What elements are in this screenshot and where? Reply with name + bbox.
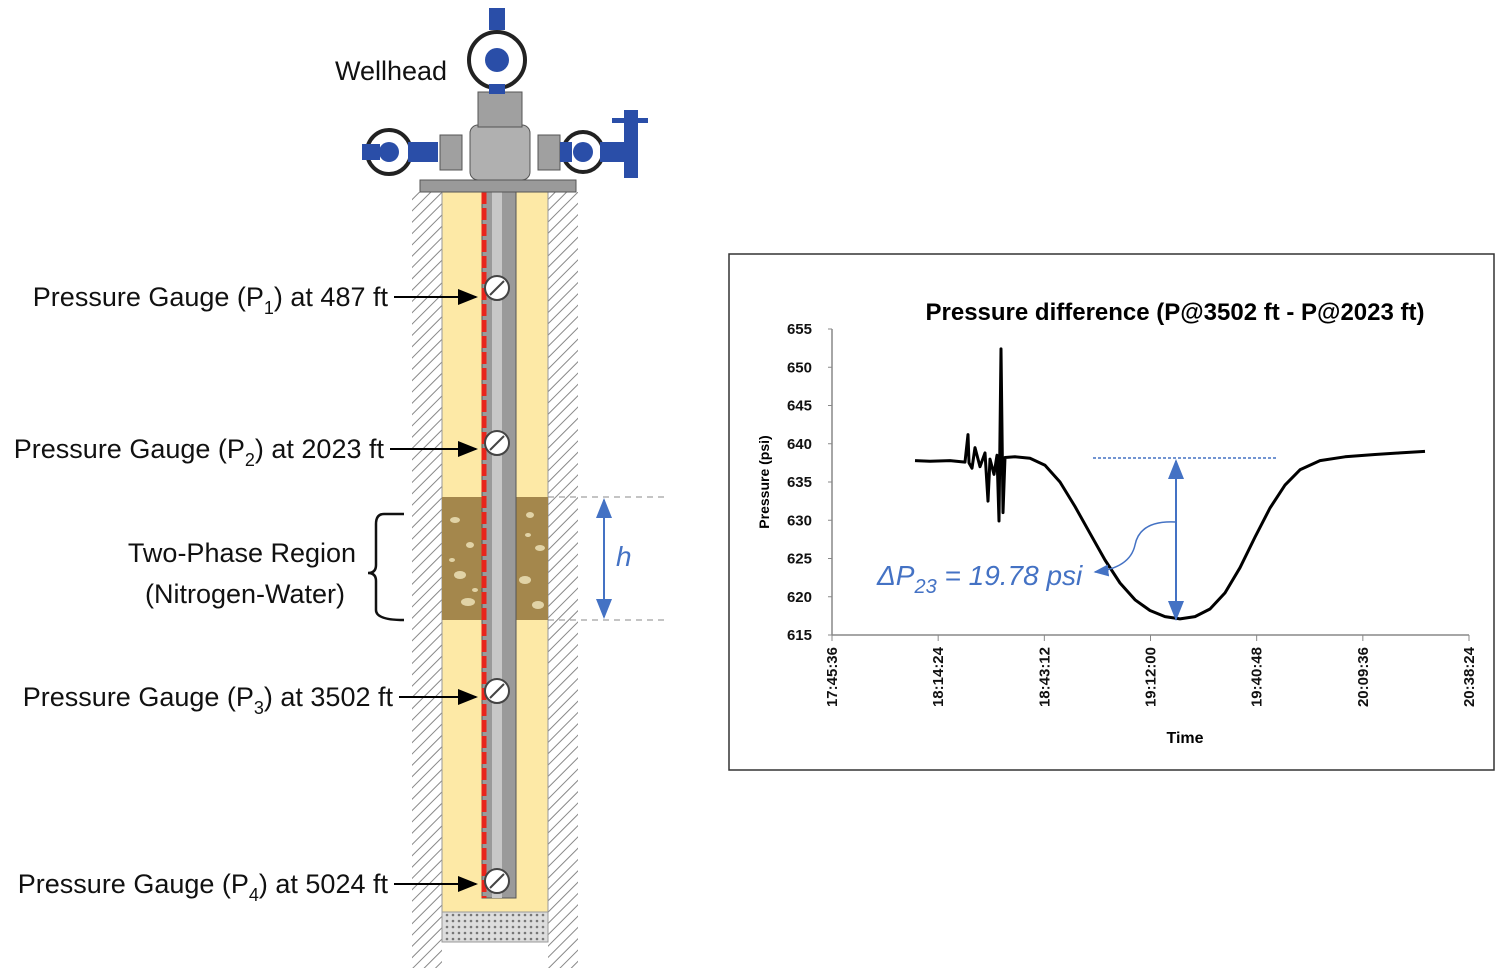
y-tick-label: 650	[787, 359, 812, 376]
gauge-label-text: ) at 3502 ft	[264, 682, 394, 712]
region-label: (Nitrogen-Water)	[145, 579, 345, 609]
gauge-label: Pressure Gauge (P4) at 5024 ft	[18, 869, 389, 905]
chart-frame	[728, 253, 1495, 771]
gauge-label-text: ) at 2023 ft	[255, 434, 385, 464]
y-tick-label: 615	[787, 627, 812, 644]
annotation-text: ΔP	[876, 560, 915, 591]
x-tick-label: 20:09:36	[1355, 647, 1372, 707]
gauge-label-subscript: 1	[264, 298, 274, 318]
y-tick-label: 620	[787, 589, 812, 606]
y-tick-label: 630	[787, 512, 812, 529]
well	[362, 8, 665, 968]
y-tick-label: 655	[787, 321, 812, 338]
wellhead-label: Wellhead	[335, 56, 447, 86]
gauge-label-text: Pressure Gauge (P	[14, 434, 245, 464]
gauge-label-text: ) at 487 ft	[274, 282, 389, 312]
x-axis-label: Time	[1166, 730, 1203, 747]
x-tick-label: 18:14:24	[930, 646, 947, 707]
y-tick-label: 640	[787, 436, 812, 453]
gauge-label-subscript: 3	[254, 698, 264, 718]
x-tick-label: 19:12:00	[1143, 647, 1160, 707]
annotation: ΔP23 = 19.78 psi	[876, 560, 1083, 598]
y-tick-label: 645	[787, 398, 812, 415]
gauge-label-subscript: 2	[245, 450, 255, 470]
region-label: Two-Phase Region	[128, 538, 356, 568]
y-tick-label: 635	[787, 474, 812, 491]
chart-title: Pressure difference (P@3502 ft - P@2023 …	[926, 299, 1425, 326]
gauge-label-text: ) at 5024 ft	[259, 869, 389, 899]
annotation-marks	[1093, 457, 1278, 621]
annotation-subscript: 23	[913, 576, 936, 598]
gauge-label-text: Pressure Gauge (P	[33, 282, 264, 312]
x-tick-label: 20:38:24	[1461, 646, 1478, 707]
gauge-label: Pressure Gauge (P3) at 3502 ft	[23, 682, 394, 718]
height-label: h	[616, 541, 632, 572]
y-tick-label: 625	[787, 551, 812, 568]
data-line	[914, 347, 1426, 621]
gauge-label-subscript: 4	[249, 885, 259, 905]
gauge-label-text: Pressure Gauge (P	[23, 682, 254, 712]
x-tick-label: 17:45:36	[824, 647, 841, 707]
x-tick-label: 19:40:48	[1249, 647, 1266, 707]
y-axis-label: Pressure (psi)	[756, 435, 772, 528]
x-tick-label: 18:43:12	[1036, 647, 1053, 707]
gauge-label: Pressure Gauge (P2) at 2023 ft	[14, 434, 385, 470]
gauge-label-text: Pressure Gauge (P	[18, 869, 249, 899]
plot: 615 620 625 630 635 640 645 650 655 17:45:36 18:14…	[787, 321, 1478, 707]
gauge-label: Pressure Gauge (P1) at 487 ft	[33, 282, 389, 318]
annotation-text: = 19.78 psi	[937, 560, 1083, 591]
